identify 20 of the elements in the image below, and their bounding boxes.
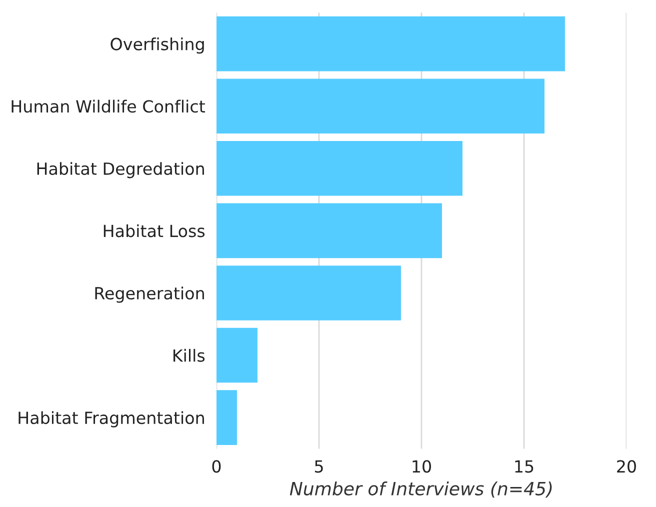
y-tick-label: Regeneration — [95, 286, 204, 303]
bar — [216, 328, 258, 383]
y-tick-label: Habitat Loss — [104, 224, 205, 238]
y-tick-label: Kills — [174, 348, 205, 362]
bar — [216, 78, 544, 134]
x-tick-label: 15 — [515, 460, 534, 473]
y-tick-label: Overfishing — [110, 37, 204, 54]
x-tick-label: 0 — [212, 460, 221, 473]
y-tick-label: Habitat Fragmentation — [18, 411, 204, 428]
x-tick-label: 10 — [412, 460, 431, 473]
bar — [216, 266, 401, 320]
bar — [216, 16, 565, 72]
x-tick-label: 5 — [314, 460, 323, 473]
bar — [216, 203, 442, 258]
y-tick-label: Human Wildlife Conflict — [12, 100, 205, 113]
x-axis-title: Number of Interviews (n=45) — [290, 481, 552, 498]
x-tick-label: 20 — [617, 460, 636, 473]
bar — [216, 140, 462, 196]
y-tick-label: Habitat Degredation — [37, 162, 204, 178]
bar — [216, 390, 237, 445]
